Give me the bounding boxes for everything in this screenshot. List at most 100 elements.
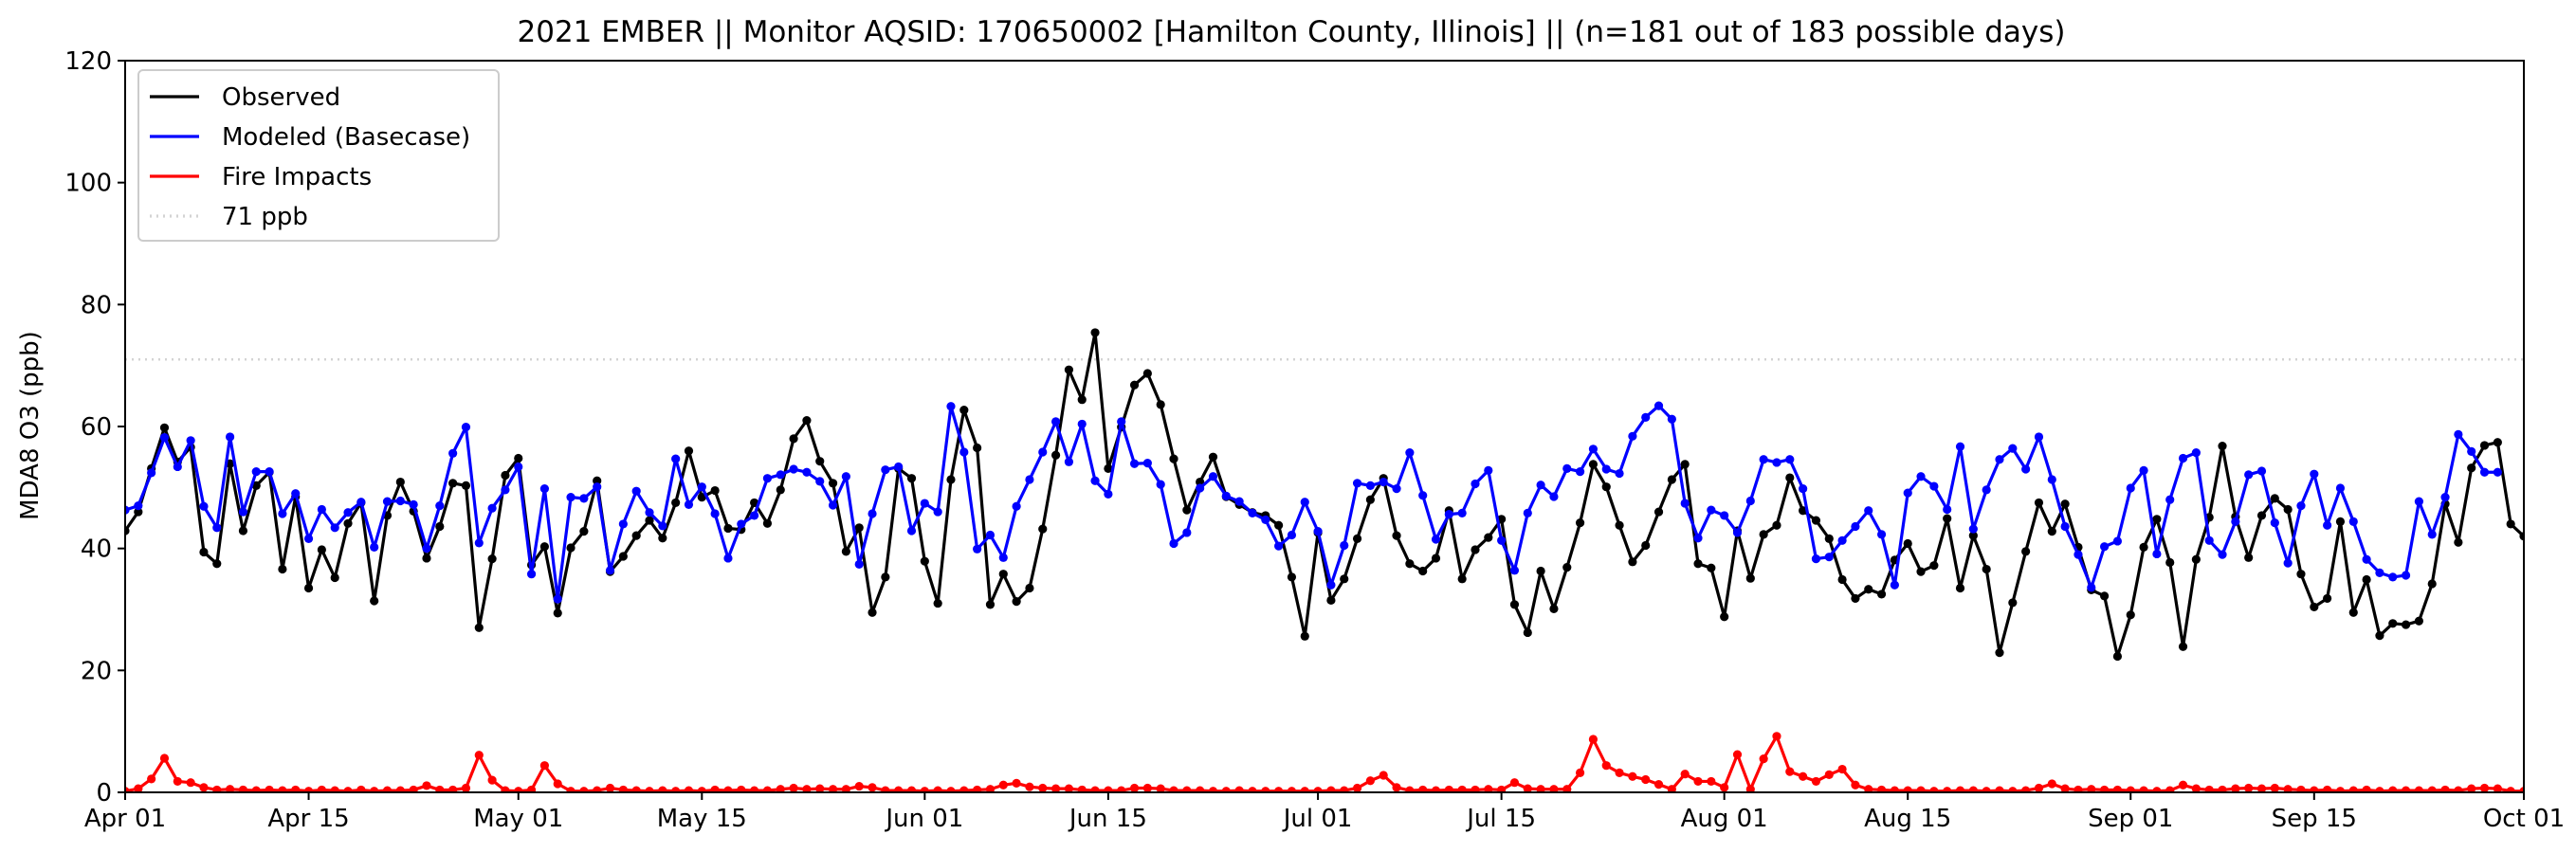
- data-point-observed: [579, 527, 589, 536]
- data-point-fire-impacts: [2493, 784, 2502, 792]
- x-tick-label: Jun 01: [884, 805, 963, 833]
- data-point-modeled-basecase: [2362, 554, 2371, 564]
- data-point-modeled-basecase: [2323, 520, 2332, 530]
- data-point-fire-impacts: [278, 786, 287, 792]
- y-tick-label: 60: [81, 413, 112, 442]
- data-point-observed: [762, 518, 773, 528]
- data-point-fire-impacts: [1628, 771, 1637, 781]
- data-point-observed: [1025, 583, 1034, 593]
- data-point-observed: [881, 572, 890, 582]
- data-point-fire-impacts: [658, 786, 667, 792]
- data-point-observed: [2375, 631, 2384, 641]
- data-point-fire-impacts: [973, 785, 982, 792]
- data-point-fire-impacts: [501, 786, 510, 792]
- data-point-observed: [1090, 328, 1100, 337]
- data-point-fire-impacts: [395, 786, 405, 792]
- data-point-observed: [2270, 494, 2279, 503]
- data-point-fire-impacts: [474, 751, 484, 760]
- data-point-modeled-basecase: [251, 467, 261, 477]
- data-point-fire-impacts: [1799, 771, 1808, 781]
- data-point-modeled-basecase: [1104, 489, 1113, 499]
- data-point-modeled-basecase: [894, 462, 904, 472]
- data-point-modeled-basecase: [1536, 481, 1545, 490]
- data-point-fire-impacts: [1484, 785, 1493, 792]
- data-point-fire-impacts: [684, 786, 694, 792]
- data-point-observed: [1943, 514, 1952, 523]
- data-point-modeled-basecase: [723, 554, 733, 563]
- data-point-modeled-basecase: [2074, 550, 2083, 559]
- legend-label: Modeled (Basecase): [222, 123, 470, 152]
- data-point-fire-impacts: [1365, 776, 1375, 786]
- data-point-observed: [1365, 495, 1375, 504]
- data-point-observed: [1903, 538, 1912, 549]
- data-point-observed: [2362, 574, 2371, 585]
- data-point-fire-impacts: [933, 786, 942, 792]
- data-point-modeled-basecase: [2375, 568, 2384, 578]
- data-point-fire-impacts: [802, 785, 812, 792]
- data-point-observed: [1169, 454, 1178, 463]
- data-point-modeled-basecase: [2126, 483, 2135, 493]
- data-point-modeled-basecase: [605, 566, 615, 575]
- data-point-observed: [2310, 602, 2319, 612]
- data-point-modeled-basecase: [186, 436, 195, 445]
- data-point-fire-impacts: [1759, 754, 1768, 764]
- data-point-observed: [1667, 475, 1676, 484]
- data-point-modeled-basecase: [1549, 492, 1559, 501]
- data-point-modeled-basecase: [2256, 466, 2267, 476]
- data-point-modeled-basecase: [1234, 497, 1244, 506]
- data-point-modeled-basecase: [906, 526, 917, 535]
- data-point-modeled-basecase: [2440, 493, 2450, 502]
- data-point-observed: [487, 554, 497, 564]
- legend-label: Observed: [222, 83, 340, 112]
- data-point-fire-impacts: [409, 785, 418, 792]
- data-point-observed: [2454, 537, 2463, 547]
- data-point-fire-impacts: [1536, 785, 1545, 792]
- data-point-fire-impacts: [2008, 787, 2018, 792]
- data-point-modeled-basecase: [1196, 483, 1205, 493]
- data-point-observed: [2335, 517, 2346, 526]
- data-point-fire-impacts: [776, 785, 785, 792]
- data-point-modeled-basecase: [409, 499, 418, 509]
- data-point-modeled-basecase: [985, 530, 996, 540]
- data-point-observed: [1549, 604, 1559, 613]
- data-point-observed: [1929, 561, 1939, 571]
- data-point-modeled-basecase: [370, 542, 379, 552]
- data-point-fire-impacts: [1077, 785, 1087, 792]
- data-point-fire-impacts: [2204, 785, 2214, 792]
- data-point-modeled-basecase: [1628, 431, 1637, 441]
- data-point-observed: [2060, 499, 2070, 509]
- data-point-observed: [317, 545, 326, 554]
- data-point-observed: [946, 475, 956, 484]
- data-point-observed: [1012, 597, 1021, 607]
- data-point-modeled-basecase: [1982, 485, 1991, 495]
- data-point-modeled-basecase: [1693, 534, 1703, 543]
- data-point-modeled-basecase: [920, 499, 929, 508]
- x-tick-label: May 01: [473, 805, 563, 833]
- data-point-modeled-basecase: [1890, 580, 1899, 590]
- data-point-fire-impacts: [514, 787, 523, 792]
- data-point-observed: [422, 554, 431, 563]
- data-point-modeled-basecase: [1824, 553, 1834, 562]
- data-point-observed: [1509, 600, 1520, 609]
- data-point-modeled-basecase: [1615, 468, 1624, 479]
- data-point-modeled-basecase: [2165, 495, 2175, 504]
- series-observed: [125, 328, 2524, 662]
- data-point-fire-impacts: [291, 785, 301, 792]
- data-point-fire-impacts: [2310, 786, 2319, 792]
- data-point-fire-impacts: [1431, 786, 1441, 792]
- data-point-modeled-basecase: [2348, 517, 2358, 526]
- x-tick-label: Sep 15: [2272, 805, 2357, 833]
- data-point-fire-impacts: [212, 785, 222, 792]
- data-point-fire-impacts: [2427, 786, 2437, 792]
- data-point-observed: [159, 423, 170, 432]
- data-point-fire-impacts: [2218, 785, 2227, 792]
- data-point-modeled-basecase: [1903, 488, 1912, 498]
- data-point-modeled-basecase: [1287, 530, 1297, 540]
- y-tick-label: 40: [81, 535, 112, 564]
- data-point-fire-impacts: [631, 786, 641, 792]
- data-point-fire-impacts: [762, 786, 773, 792]
- data-point-fire-impacts: [2270, 783, 2279, 792]
- data-point-observed: [1982, 564, 1991, 574]
- data-point-modeled-basecase: [998, 553, 1008, 562]
- data-point-fire-impacts: [2256, 784, 2267, 792]
